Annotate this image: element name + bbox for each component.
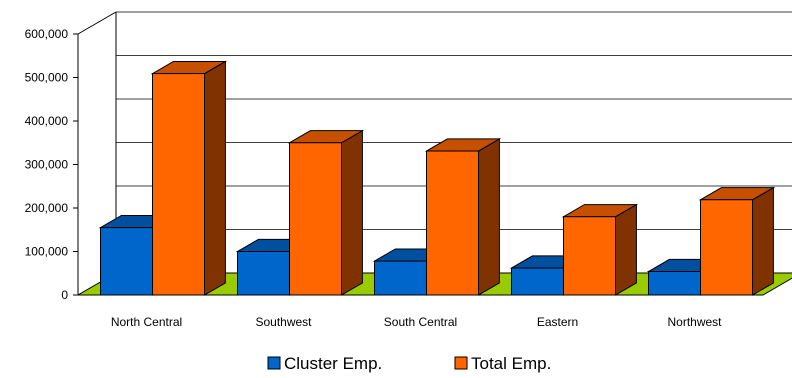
y-tick-label: 400,000: [25, 114, 69, 128]
legend-swatch: [267, 356, 281, 370]
bar-front-face: [563, 216, 616, 296]
legend: Cluster Emp. Total Emp.: [267, 354, 551, 373]
x-tick-label: Northwest: [667, 315, 722, 329]
x-tick-label: Southwest: [255, 315, 312, 329]
bar-total-emp-south-central: [424, 138, 502, 296]
x-tick-label: North Central: [111, 315, 182, 329]
legend-label: Total Emp.: [471, 354, 551, 373]
bar-side-face: [615, 203, 637, 296]
bar-front-face: [511, 267, 564, 296]
y-tick-label: 500,000: [25, 71, 69, 85]
bar-front-face: [152, 73, 205, 296]
bar-front-face: [374, 260, 427, 296]
bar-front-face: [289, 142, 342, 296]
legend-swatch: [454, 356, 468, 370]
y-tick-label: 200,000: [25, 201, 69, 215]
bar-front-face: [648, 271, 701, 296]
y-tick-label: 100,000: [25, 245, 69, 259]
y-tick-label: 300,000: [25, 158, 69, 172]
x-tick-label: South Central: [384, 315, 457, 329]
x-tick-label: Eastern: [537, 315, 578, 329]
bar-front-face: [100, 227, 153, 296]
bars: [98, 60, 776, 296]
bar-front-face: [426, 150, 479, 296]
bar-front-face: [700, 199, 753, 296]
y-tick-label: 0: [61, 288, 68, 302]
bar-side-face: [341, 129, 363, 296]
side-wall-top-edge: [77, 11, 117, 35]
bar-side-face: [752, 186, 774, 296]
bar-side-face: [478, 138, 500, 296]
bar-total-emp-eastern: [561, 203, 639, 296]
bar-side-face: [204, 60, 226, 296]
bar-total-emp-northwest: [698, 186, 776, 296]
bar-total-emp-north-central: [150, 60, 228, 296]
bar-front-face: [237, 251, 290, 296]
legend-label: Cluster Emp.: [284, 354, 382, 373]
y-tick-label: 600,000: [25, 27, 69, 41]
bar-total-emp-southwest: [287, 129, 365, 296]
